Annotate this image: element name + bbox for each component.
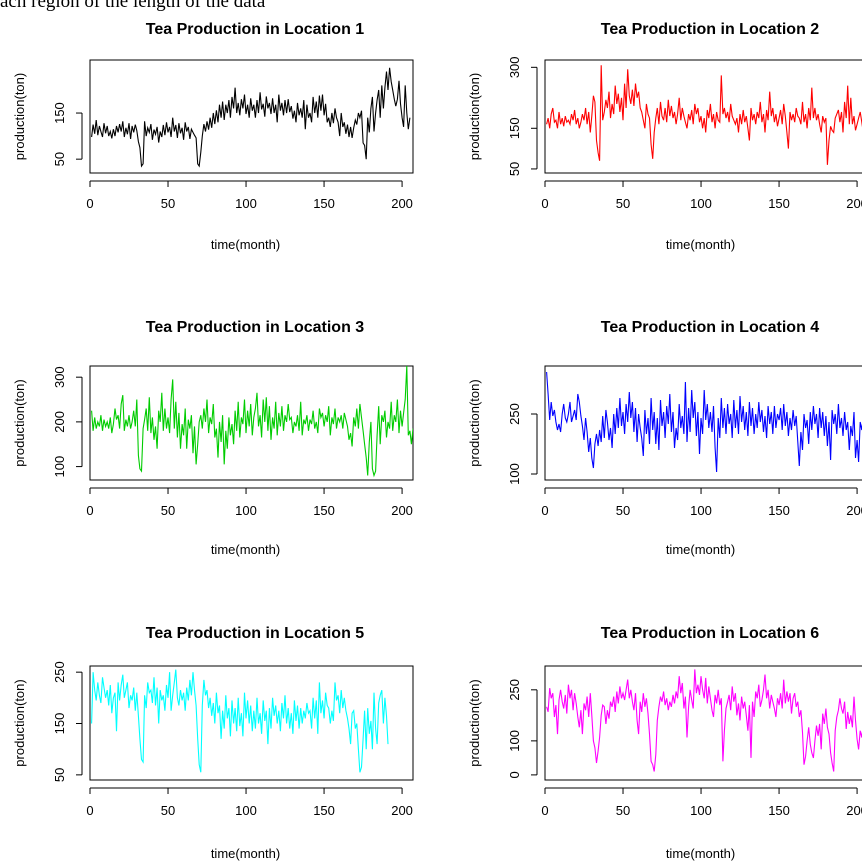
- chart-title: Tea Production in Location 3: [146, 319, 364, 336]
- x-tick-label: 0: [86, 503, 93, 518]
- x-tick-label: 100: [690, 803, 712, 818]
- chart-panel-1: 0 50 100 150 200 50 150 Tea Production in Locat…: [12, 21, 414, 252]
- x-axis-label: time(month): [211, 846, 280, 861]
- x-tick-label: 50: [616, 803, 630, 818]
- x-tick-label: 0: [541, 803, 548, 818]
- plot-frame: [89, 59, 414, 174]
- chart-panel-4: 0 50 100 150 200 100 250 Tea Production in Loca…: [467, 319, 862, 557]
- y-tick-label: 250: [507, 403, 522, 425]
- x-tick-label: 150: [313, 803, 335, 818]
- chart-panel-6: 0 50 100 150 200 0 100 250 Tea Production in Loc…: [467, 625, 862, 861]
- plot-frame: [544, 365, 862, 481]
- x-axis-label: time(month): [666, 237, 735, 252]
- y-axis-label: production(ton): [12, 379, 27, 466]
- chart-title: Tea Production in Location 6: [601, 625, 819, 642]
- x-axis-label: time(month): [666, 542, 735, 557]
- y-tick-label: 250: [507, 679, 522, 701]
- x-tick-label: 50: [161, 503, 175, 518]
- y-tick-label: 100: [52, 456, 67, 478]
- x-tick-label: 100: [235, 196, 257, 211]
- x-tick-label: 150: [768, 503, 790, 518]
- x-tick-label: 100: [235, 503, 257, 518]
- x-tick-label: 200: [846, 803, 862, 818]
- x-axis-label: time(month): [211, 237, 280, 252]
- y-tick-label: 150: [52, 102, 67, 124]
- x-tick-label: 150: [313, 196, 335, 211]
- x-tick-label: 200: [846, 503, 862, 518]
- series-line: [91, 366, 413, 478]
- header-caption: ach region of the length of the data: [0, 0, 266, 12]
- x-tick-label: 200: [391, 803, 413, 818]
- plot-frame: [544, 665, 862, 781]
- y-axis-label: production(ton): [467, 379, 482, 466]
- y-tick-label: 150: [52, 713, 67, 735]
- x-tick-label: 0: [86, 803, 93, 818]
- y-axis-label: production(ton): [12, 73, 27, 160]
- y-axis-label: production(ton): [467, 679, 482, 766]
- y-tick-label: 250: [52, 661, 67, 683]
- x-tick-label: 150: [768, 803, 790, 818]
- plot-frame: [89, 665, 414, 781]
- chart-title: Tea Production in Location 2: [601, 21, 819, 38]
- x-axis-label: time(month): [211, 542, 280, 557]
- chart-title: Tea Production in Location 1: [146, 21, 364, 38]
- series-line: [546, 65, 862, 165]
- plot-frame: [544, 59, 862, 174]
- y-tick-label: 50: [52, 152, 67, 166]
- y-tick-label: 100: [507, 730, 522, 752]
- x-tick-label: 50: [161, 803, 175, 818]
- plot-frame: [89, 365, 414, 481]
- y-tick-label: 150: [507, 117, 522, 139]
- y-tick-label: 200: [52, 411, 67, 433]
- x-tick-label: 100: [690, 196, 712, 211]
- series-line: [546, 371, 862, 473]
- chart-title: Tea Production in Location 5: [146, 625, 364, 642]
- x-tick-label: 50: [161, 196, 175, 211]
- x-tick-label: 200: [391, 196, 413, 211]
- y-tick-label: 100: [507, 463, 522, 485]
- x-tick-label: 200: [846, 196, 862, 211]
- x-tick-label: 0: [86, 196, 93, 211]
- chart-panel-3: 0 50 100 150 200 100 200 300 Tea Production in L…: [12, 319, 414, 557]
- chart-title: Tea Production in Location 4: [601, 319, 819, 336]
- y-tick-label: 300: [52, 366, 67, 388]
- x-tick-label: 50: [616, 196, 630, 211]
- x-tick-label: 100: [690, 503, 712, 518]
- series-line: [546, 669, 862, 772]
- y-tick-label: 50: [507, 162, 522, 176]
- x-tick-label: 50: [616, 503, 630, 518]
- x-tick-label: 150: [768, 196, 790, 211]
- y-tick-label: 0: [507, 771, 522, 778]
- x-tick-label: 100: [235, 803, 257, 818]
- y-axis-label: production(ton): [467, 73, 482, 160]
- chart-panel-5: 0 50 100 150 200 50 150 250 Tea Production in Lo…: [12, 625, 414, 861]
- x-tick-label: 0: [541, 196, 548, 211]
- y-tick-label: 50: [52, 768, 67, 782]
- x-tick-label: 200: [391, 503, 413, 518]
- x-tick-label: 150: [313, 503, 335, 518]
- page-header: ach region of the length of the data: [0, 0, 862, 12]
- x-tick-label: 0: [541, 503, 548, 518]
- series-line: [91, 67, 411, 168]
- series-line: [91, 669, 389, 773]
- x-axis-label: time(month): [666, 846, 735, 861]
- y-tick-label: 300: [507, 56, 522, 78]
- y-axis-label: production(ton): [12, 679, 27, 766]
- chart-panel-2: 0 50 100 150 200 50 150 300 Tea Production in Lo…: [467, 21, 862, 252]
